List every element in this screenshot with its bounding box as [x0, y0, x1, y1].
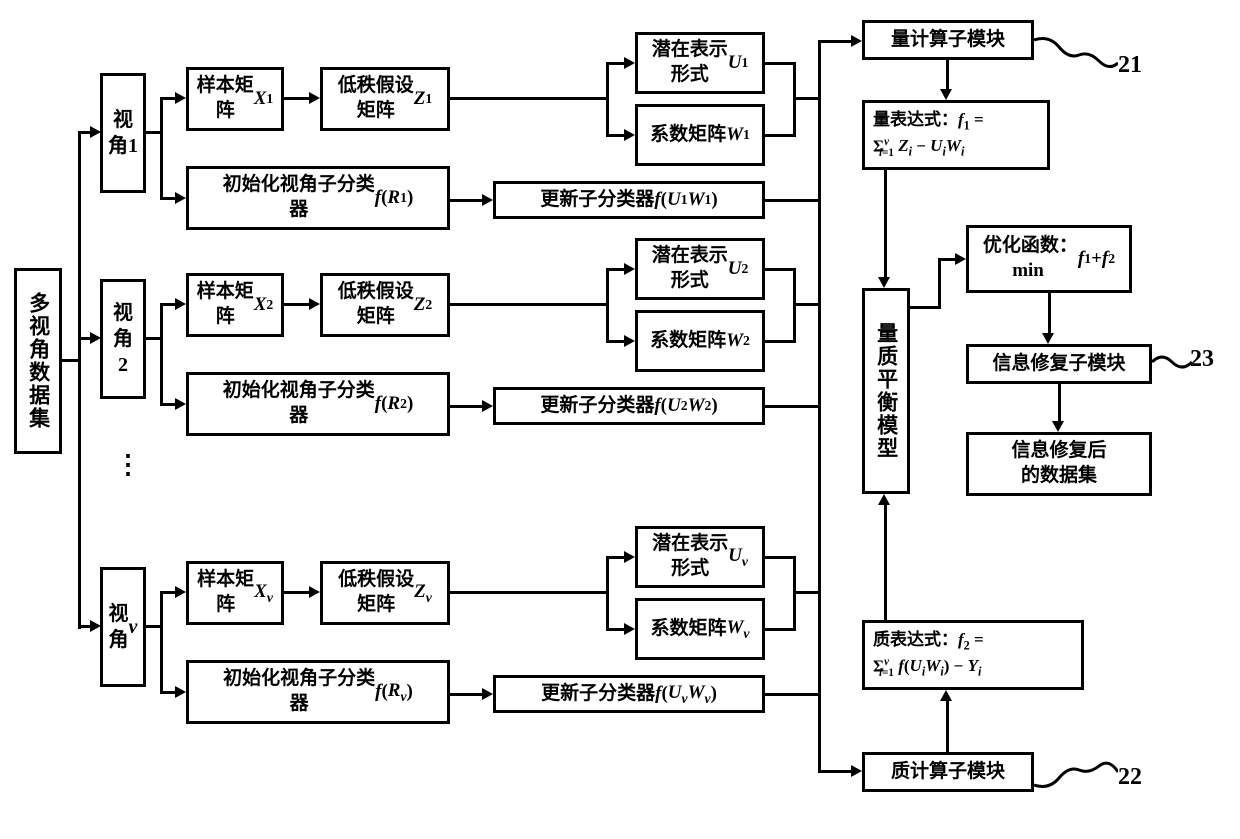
init-1: 初始化视角子分类器f(R1)	[186, 166, 450, 230]
sample-1: 样本矩阵X1	[186, 67, 284, 131]
init-v: 初始化视角子分类器f(Rv)	[186, 660, 450, 724]
squiggle-21	[1034, 35, 1118, 71]
latent-v: 潜在表示形式Uv	[635, 526, 765, 588]
root-dataset: 多视角数据集	[14, 268, 62, 454]
squiggle-22	[1034, 760, 1118, 790]
lowrank-1: 低秩假设矩阵Z1	[320, 67, 450, 131]
sample-2: 样本矩阵X2	[186, 273, 284, 337]
squiggle-23	[1152, 352, 1192, 372]
update-2: 更新子分类器f(U2W2)	[493, 387, 765, 425]
coef-v: 系数矩阵Wv	[635, 598, 765, 660]
latent-1: 潜在表示形式U1	[635, 32, 765, 94]
view-v: 视角v	[100, 567, 146, 687]
update-1: 更新子分类器f(U1W1)	[493, 181, 765, 219]
update-v: 更新子分类器f(UvWv)	[493, 675, 765, 713]
repair-module: 信息修复子模块	[966, 344, 1152, 384]
qty-expr: 量表达式：f1 =Σvi=1 Zi − UiWi	[862, 100, 1050, 170]
lowrank-v: 低秩假设矩阵Zv	[320, 561, 450, 625]
coef-1: 系数矩阵W1	[635, 104, 765, 166]
opt-func: 优化函数：min f1 + f2	[966, 225, 1132, 293]
coef-2: 系数矩阵W2	[635, 310, 765, 372]
view-2: 视角2	[100, 279, 146, 399]
latent-2: 潜在表示形式U2	[635, 238, 765, 300]
anno-22: 22	[1118, 764, 1142, 791]
ellipsis-dots: ⋮	[115, 450, 141, 480]
balance-model: 量质平衡模型	[862, 288, 910, 494]
sample-v: 样本矩阵Xv	[186, 561, 284, 625]
qty-module: 量计算子模块	[862, 20, 1034, 60]
anno-21: 21	[1118, 52, 1142, 79]
repair-output: 信息修复后的数据集	[966, 432, 1152, 496]
view-1-label: 视角1	[107, 107, 139, 159]
qual-module: 质计算子模块	[862, 752, 1034, 792]
anno-23: 23	[1190, 346, 1214, 373]
lowrank-2: 低秩假设矩阵Z2	[320, 273, 450, 337]
view-1: 视角1	[100, 73, 146, 193]
qual-expr: 质表达式：f2 =Σvi=1 f(UiWi) − Yi	[862, 620, 1084, 690]
init-2: 初始化视角子分类器f(R2)	[186, 372, 450, 436]
